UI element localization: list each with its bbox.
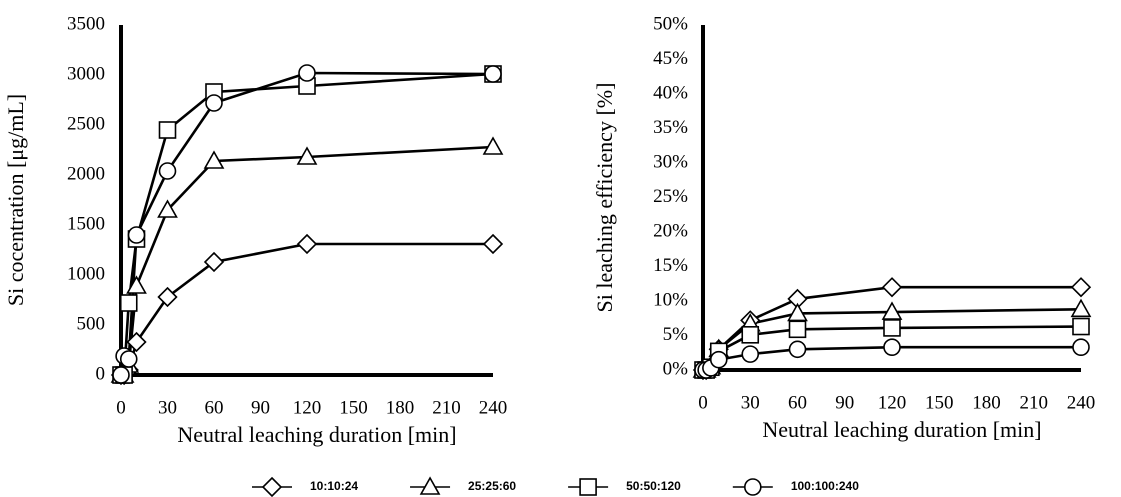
x-tick-label: 0: [698, 392, 708, 413]
y-tick-label: 50%: [653, 13, 688, 34]
marker: [126, 331, 147, 353]
x-tick-label: 90: [251, 397, 270, 418]
x-tick-label: 0: [116, 397, 126, 418]
marker: [1072, 338, 1090, 357]
x-tick-label: 210: [432, 397, 461, 418]
series-line: [121, 242, 493, 377]
x-tick-label: 120: [878, 392, 907, 413]
legend-label: 50:50:120: [626, 479, 681, 493]
marker: [744, 478, 762, 496]
marker: [1070, 277, 1092, 298]
marker: [482, 136, 504, 155]
y-axis-title: Si leaching efficiency [%]: [592, 83, 617, 313]
marker: [127, 226, 146, 244]
series-line: [121, 72, 494, 377]
marker: [119, 350, 138, 368]
series-line: [119, 71, 494, 376]
series-line: [121, 145, 494, 377]
x-tick-label: 90: [835, 392, 854, 413]
x-tick-label: 150: [339, 397, 368, 418]
y-tick-label: 5%: [663, 324, 689, 345]
marker: [158, 162, 177, 180]
legend-label: 10:10:24: [310, 479, 358, 493]
legend-label: 100:100:240: [791, 479, 859, 493]
y-tick-label: 1000: [67, 263, 105, 284]
legend-label: 25:25:60: [468, 479, 516, 493]
marker: [741, 345, 760, 363]
y-tick-label: 3000: [67, 63, 105, 84]
y-tick-label: 500: [77, 313, 106, 334]
marker: [883, 319, 901, 337]
x-tick-label: 120: [293, 397, 322, 418]
marker: [298, 64, 316, 82]
marker: [158, 121, 177, 139]
y-tick-label: 1500: [67, 213, 105, 234]
marker: [157, 286, 178, 308]
y-tick-label: 40%: [653, 82, 688, 103]
x-tick-label: 240: [1067, 392, 1096, 413]
y-tick-label: 2000: [67, 163, 105, 184]
marker: [126, 275, 147, 294]
marker: [482, 233, 504, 255]
y-tick-label: 10%: [653, 289, 688, 310]
x-tick-label: 180: [386, 397, 415, 418]
marker: [484, 65, 502, 83]
y-axis-title: Si cocentration [μg/mL]: [3, 94, 28, 306]
x-tick-label: 60: [788, 392, 807, 413]
x-tick-label: 180: [972, 392, 1001, 413]
x-axis-title: Neutral leaching duration [min]: [177, 422, 456, 447]
marker: [203, 251, 225, 273]
marker: [788, 340, 807, 359]
marker: [296, 146, 318, 165]
y-tick-label: 25%: [653, 186, 688, 207]
marker: [112, 366, 130, 384]
y-tick-label: 20%: [653, 220, 688, 241]
marker: [203, 150, 225, 169]
marker: [261, 476, 283, 497]
marker: [787, 302, 808, 322]
x-axis-title: Neutral leaching duration [min]: [762, 417, 1041, 442]
y-tick-label: 30%: [653, 151, 688, 172]
marker: [881, 277, 903, 298]
marker: [205, 94, 223, 112]
y-tick-label: 2500: [67, 113, 105, 134]
marker: [296, 233, 318, 255]
y-tick-label: 0: [96, 363, 106, 384]
marker: [788, 320, 807, 339]
y-tick-label: 0%: [663, 358, 689, 379]
x-tick-label: 240: [479, 397, 508, 418]
marker: [157, 199, 178, 218]
x-tick-label: 30: [158, 397, 177, 418]
marker: [119, 294, 138, 312]
marker: [579, 478, 597, 496]
marker: [709, 350, 728, 369]
y-tick-label: 35%: [653, 117, 688, 138]
marker: [881, 301, 903, 320]
marker: [419, 476, 441, 495]
y-tick-label: 15%: [653, 255, 688, 276]
y-tick-label: 3500: [67, 13, 105, 34]
y-tick-label: 45%: [653, 48, 688, 69]
x-tick-label: 60: [205, 397, 224, 418]
x-tick-label: 30: [741, 392, 760, 413]
x-tick-label: 210: [1020, 392, 1049, 413]
marker: [883, 338, 901, 357]
marker: [1070, 298, 1092, 318]
marker: [1072, 317, 1090, 336]
marker: [741, 326, 760, 344]
x-tick-label: 150: [925, 392, 954, 413]
